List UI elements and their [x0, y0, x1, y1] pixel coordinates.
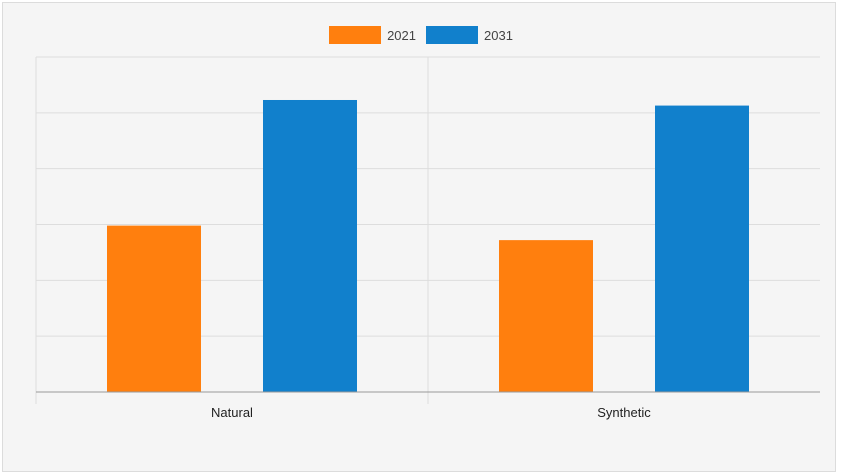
legend-swatch-2021 [329, 26, 382, 44]
bar-2021-natural [107, 225, 201, 392]
legend-label-2031: 2031 [484, 27, 513, 43]
bar-2031-natural [263, 99, 357, 392]
legend-item-2021[interactable]: 2021 [329, 26, 416, 44]
x-tick-label: Synthetic [597, 405, 651, 420]
legend-swatch-2031 [426, 26, 478, 44]
bar-2031-synthetic [655, 105, 749, 392]
chart-legend: 2021 2031 [0, 26, 842, 44]
x-tick-label: Natural [211, 405, 253, 420]
legend-item-2031[interactable]: 2031 [426, 26, 513, 44]
bar-2021-synthetic [499, 240, 593, 392]
legend-label-2021: 2021 [387, 27, 416, 43]
